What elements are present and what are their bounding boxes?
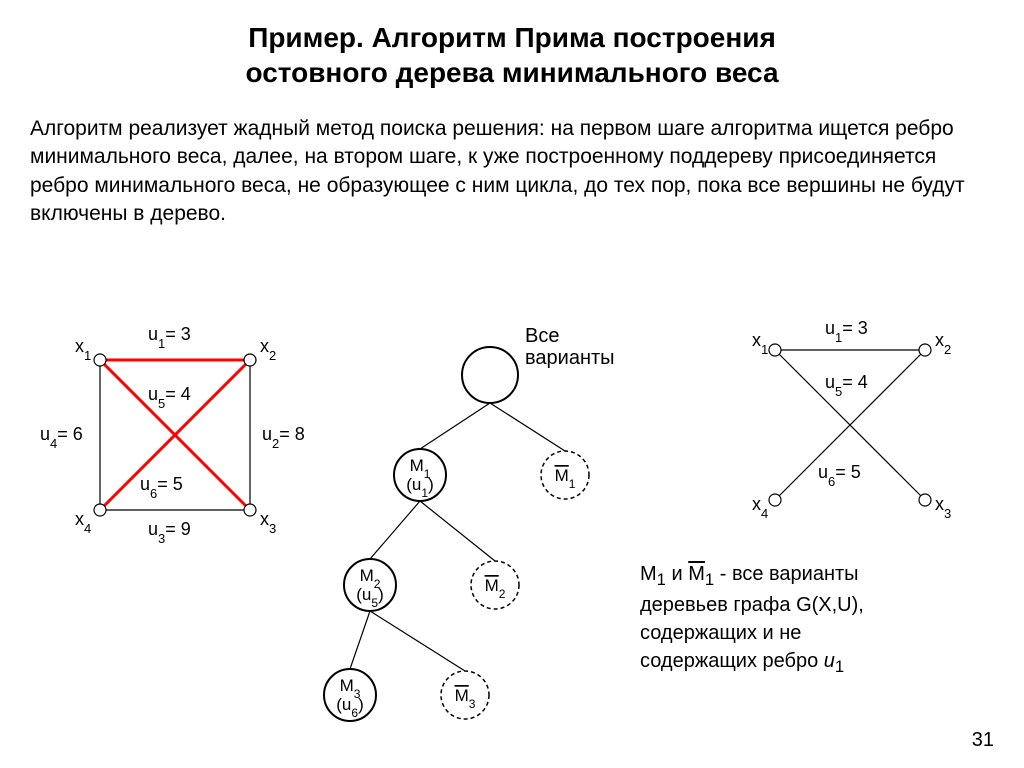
svg-text:u3= 9: u3= 9 xyxy=(148,519,191,546)
title-line1: Пример. Алгоритм Прима построения xyxy=(248,22,776,53)
svg-text:x2: x2 xyxy=(935,330,951,357)
caption-line3: содержащих и не xyxy=(640,619,1000,647)
graph-right: u1= 3 u5= 4 u6= 5 x1 x2 x3 x4 xyxy=(720,310,1010,540)
svg-text:u4= 6: u4= 6 xyxy=(40,424,83,451)
svg-text:x4: x4 xyxy=(75,509,91,536)
svg-text:u2= 8: u2= 8 xyxy=(262,424,305,451)
svg-text:x1: x1 xyxy=(75,336,91,363)
title-line2: остовного дерева минимального веса xyxy=(245,57,778,88)
caption: M1 и M1 - все варианты деревьев графа G(… xyxy=(640,560,1000,679)
svg-text:x1: x1 xyxy=(752,330,768,357)
svg-text:u5= 4: u5= 4 xyxy=(148,384,191,411)
svg-text:x4: x4 xyxy=(752,494,768,521)
slide-title: Пример. Алгоритм Прима построения остовн… xyxy=(0,20,1024,90)
svg-text:u6= 5: u6= 5 xyxy=(140,474,183,501)
svg-text:u1= 3: u1= 3 xyxy=(148,324,191,351)
caption-line4: содержащих ребро u1 xyxy=(640,647,1000,678)
caption-line1: M1 и M1 - все варианты xyxy=(640,560,1000,591)
variants-tree: ВсевариантыM1(u1)M1M2(u5)M2M3(u6)M3 xyxy=(310,310,670,740)
svg-text:x3: x3 xyxy=(260,509,276,536)
body-paragraph: Алгоритм реализует жадный метод поиска р… xyxy=(30,115,990,228)
svg-text:x2: x2 xyxy=(260,336,276,363)
svg-text:u1= 3: u1= 3 xyxy=(825,318,868,345)
slide: Пример. Алгоритм Прима построения остовн… xyxy=(0,0,1024,768)
svg-text:Всеварианты: Всеварианты xyxy=(525,325,615,369)
svg-text:u6= 5: u6= 5 xyxy=(818,462,861,489)
svg-text:x3: x3 xyxy=(935,494,951,521)
page-number: 31 xyxy=(972,729,994,752)
caption-line2: деревьев графа G(X,U), xyxy=(640,591,1000,619)
svg-text:u5= 4: u5= 4 xyxy=(825,372,868,399)
graph-left: u1= 3 u2= 8 u3= 9 u4= 6 u5= 4 u6= 5 x1 x2 x3 x4 xyxy=(30,310,330,560)
